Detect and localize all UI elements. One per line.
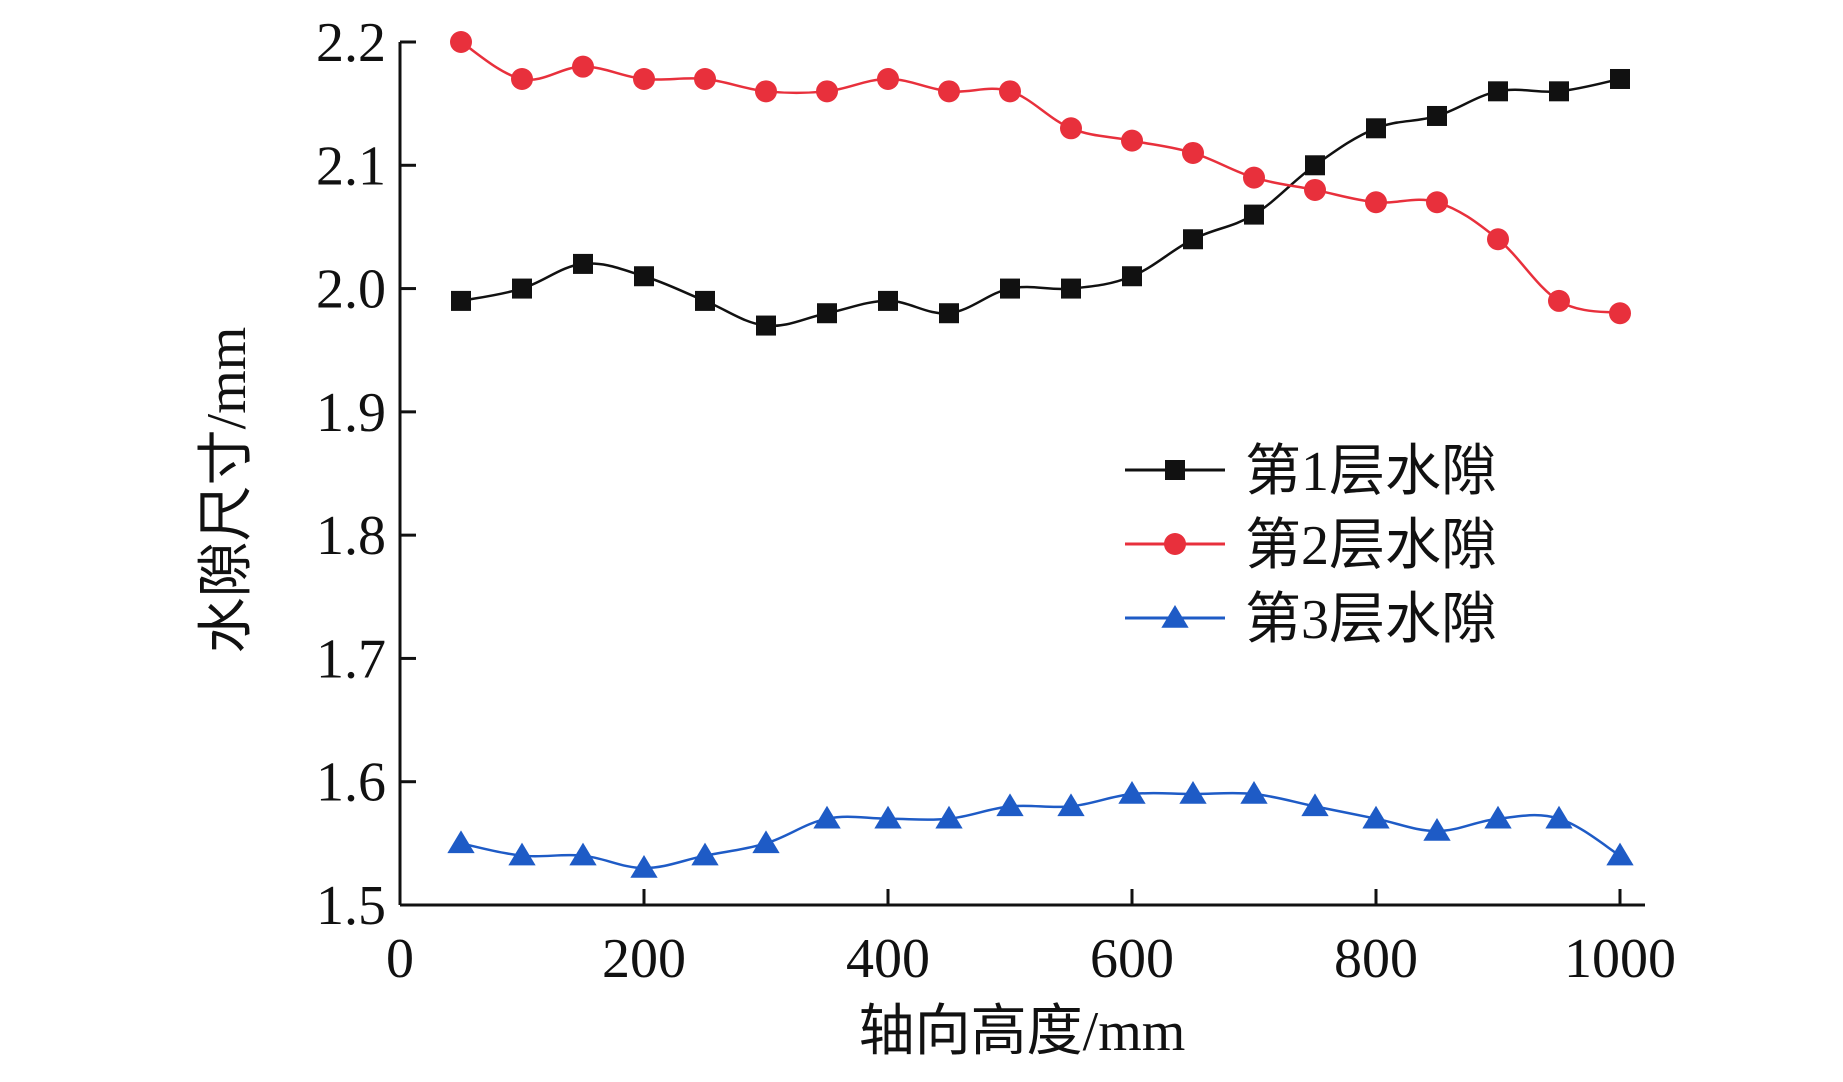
legend-item: 第1层水隙 <box>1125 441 1497 503</box>
data-point <box>508 842 536 866</box>
data-point <box>996 793 1024 817</box>
series-3 <box>447 781 1634 878</box>
x-axis-title: 轴向高度/mm <box>859 1001 1186 1063</box>
series-1 <box>451 68 1630 336</box>
data-point <box>756 315 776 336</box>
y-tick-label: 1.6 <box>316 752 386 814</box>
data-point <box>451 290 471 311</box>
y-axis-title: 水隙尺寸/mm <box>196 327 258 654</box>
y-tick-label: 1.8 <box>316 505 386 567</box>
data-point <box>511 67 533 90</box>
data-point <box>874 805 902 829</box>
data-point <box>1545 805 1573 829</box>
data-point <box>573 253 593 274</box>
data-point <box>1427 105 1447 126</box>
data-point <box>1362 805 1390 829</box>
data-point <box>752 830 780 854</box>
x-ticks: 0 200 400 600 800 1000 <box>386 889 1676 990</box>
series-lines <box>447 31 1634 878</box>
data-point <box>939 303 959 324</box>
data-point <box>447 830 475 854</box>
data-point <box>694 67 716 90</box>
data-point <box>1060 117 1082 140</box>
data-point <box>938 80 960 103</box>
legend-item: 第2层水隙 <box>1125 515 1497 577</box>
data-point <box>817 303 837 324</box>
data-point <box>1182 141 1204 164</box>
series-line <box>460 77 1621 328</box>
x-tick-label: 200 <box>602 928 686 990</box>
legend-marker <box>1165 460 1185 480</box>
series-line <box>460 791 1621 870</box>
x-tick-label: 600 <box>1090 928 1174 990</box>
data-point <box>512 278 532 299</box>
data-point <box>1183 229 1203 250</box>
legend-label: 第3层水隙 <box>1245 589 1497 651</box>
legend-item: 第3层水隙 <box>1125 589 1497 651</box>
data-point <box>633 67 655 90</box>
series-2 <box>450 31 1631 325</box>
x-tick-label: 1000 <box>1564 928 1676 990</box>
data-point <box>1244 204 1264 225</box>
data-point <box>1000 278 1020 299</box>
data-point <box>1301 793 1329 817</box>
legend-label: 第1层水隙 <box>1245 441 1497 503</box>
data-point <box>1610 68 1630 89</box>
data-point <box>569 842 597 866</box>
legend-marker <box>1164 533 1186 555</box>
data-point <box>1488 81 1508 102</box>
data-point <box>877 67 899 90</box>
data-point <box>1423 818 1451 841</box>
y-ticks: 1.5 1.6 1.7 1.8 1.9 2.0 2.1 2.2 <box>316 12 416 937</box>
data-point <box>630 855 658 878</box>
axes <box>398 42 1645 907</box>
data-point <box>1057 793 1085 817</box>
data-point <box>935 805 963 829</box>
data-point <box>878 290 898 311</box>
data-point <box>1365 191 1387 214</box>
data-point <box>1426 191 1448 214</box>
data-point <box>572 55 594 78</box>
data-point <box>1118 781 1146 804</box>
data-point <box>1122 266 1142 287</box>
y-tick-label: 2.1 <box>316 135 386 197</box>
data-point <box>1179 781 1207 804</box>
data-point <box>1609 302 1631 325</box>
data-point <box>1240 781 1268 804</box>
data-point <box>1243 166 1265 189</box>
data-point <box>634 266 654 287</box>
y-tick-label: 1.9 <box>316 382 386 444</box>
data-point <box>1121 129 1143 152</box>
data-point <box>1304 178 1326 201</box>
data-point <box>1366 118 1386 139</box>
y-tick-label: 2.2 <box>316 12 386 74</box>
data-point <box>695 290 715 311</box>
legend-marker <box>1161 605 1189 628</box>
data-point <box>999 80 1021 103</box>
data-point <box>691 842 719 866</box>
legend-label: 第2层水隙 <box>1245 515 1497 577</box>
x-tick-label: 800 <box>1334 928 1418 990</box>
data-point <box>816 80 838 103</box>
data-point <box>1305 155 1325 176</box>
data-point <box>1548 289 1570 312</box>
data-point <box>1606 842 1634 866</box>
data-point <box>1061 278 1081 299</box>
y-tick-label: 1.7 <box>316 628 386 690</box>
data-point <box>1487 228 1509 251</box>
data-point <box>1549 81 1569 102</box>
x-tick-label: 400 <box>846 928 930 990</box>
data-point <box>450 31 472 53</box>
y-tick-label: 2.0 <box>316 259 386 321</box>
y-tick-label: 1.5 <box>316 875 386 937</box>
data-point <box>813 805 841 829</box>
data-point <box>755 80 777 103</box>
data-point <box>1484 805 1512 829</box>
x-tick-label: 0 <box>386 928 414 990</box>
